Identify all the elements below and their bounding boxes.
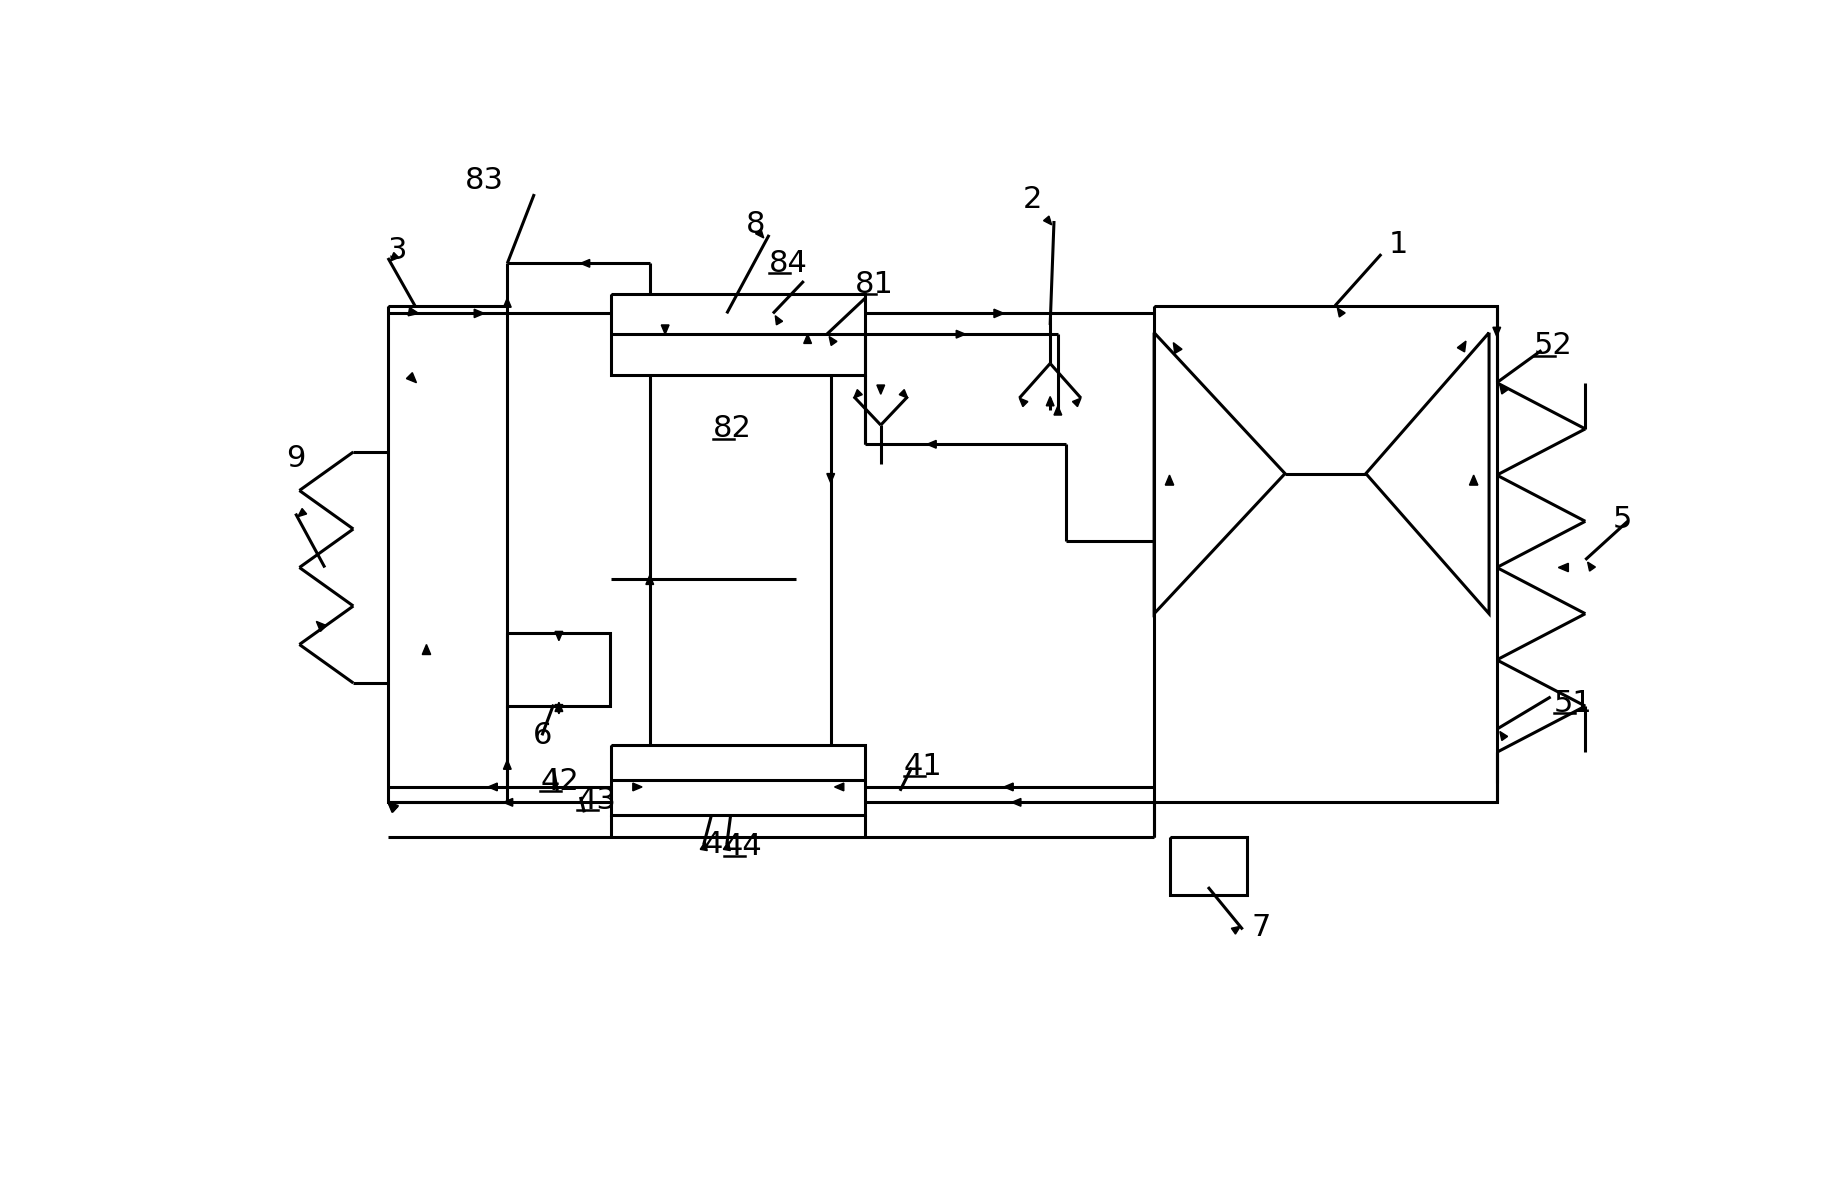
Polygon shape bbox=[422, 644, 431, 654]
Text: 1: 1 bbox=[1389, 229, 1407, 258]
Polygon shape bbox=[633, 784, 642, 791]
Text: 52: 52 bbox=[1534, 331, 1573, 360]
Text: 9: 9 bbox=[286, 444, 306, 473]
Polygon shape bbox=[995, 310, 1004, 318]
Polygon shape bbox=[829, 336, 837, 346]
Polygon shape bbox=[1338, 308, 1345, 317]
Text: 8: 8 bbox=[747, 210, 765, 239]
Text: 5: 5 bbox=[1613, 505, 1631, 534]
Polygon shape bbox=[503, 298, 512, 307]
Polygon shape bbox=[1587, 562, 1595, 571]
Polygon shape bbox=[835, 784, 844, 791]
Text: 41: 41 bbox=[905, 751, 943, 781]
Polygon shape bbox=[1457, 341, 1466, 352]
Text: 4: 4 bbox=[703, 830, 723, 859]
Polygon shape bbox=[1558, 563, 1569, 571]
Polygon shape bbox=[1011, 798, 1020, 806]
Polygon shape bbox=[406, 373, 417, 383]
Polygon shape bbox=[853, 390, 862, 398]
Polygon shape bbox=[1072, 398, 1081, 407]
Text: 84: 84 bbox=[769, 248, 807, 278]
Polygon shape bbox=[756, 229, 763, 238]
Polygon shape bbox=[391, 252, 398, 262]
Text: 42: 42 bbox=[541, 767, 580, 796]
Polygon shape bbox=[1494, 328, 1501, 336]
Text: 6: 6 bbox=[532, 721, 552, 750]
Polygon shape bbox=[646, 575, 653, 584]
Text: 2: 2 bbox=[1024, 185, 1042, 214]
Polygon shape bbox=[387, 803, 398, 812]
Polygon shape bbox=[580, 259, 589, 268]
Polygon shape bbox=[661, 325, 670, 334]
Text: 44: 44 bbox=[723, 832, 762, 860]
Polygon shape bbox=[1053, 406, 1062, 415]
Polygon shape bbox=[723, 841, 730, 851]
Polygon shape bbox=[828, 474, 835, 482]
Polygon shape bbox=[1046, 396, 1053, 406]
Text: 3: 3 bbox=[387, 235, 407, 265]
Polygon shape bbox=[956, 330, 965, 338]
Polygon shape bbox=[1044, 216, 1051, 224]
Text: 81: 81 bbox=[855, 270, 894, 299]
Polygon shape bbox=[407, 307, 418, 316]
Polygon shape bbox=[316, 622, 327, 631]
Text: 7: 7 bbox=[1251, 913, 1272, 942]
Polygon shape bbox=[1499, 732, 1508, 740]
Polygon shape bbox=[1231, 926, 1240, 934]
Polygon shape bbox=[899, 390, 908, 398]
Polygon shape bbox=[1165, 475, 1174, 485]
Text: 82: 82 bbox=[714, 414, 752, 443]
Text: 51: 51 bbox=[1554, 689, 1593, 718]
Text: 43: 43 bbox=[578, 786, 617, 815]
Polygon shape bbox=[1173, 343, 1182, 354]
Polygon shape bbox=[774, 316, 782, 325]
Polygon shape bbox=[927, 440, 936, 448]
Polygon shape bbox=[473, 310, 484, 318]
Text: 83: 83 bbox=[464, 167, 505, 196]
Polygon shape bbox=[554, 702, 563, 712]
Polygon shape bbox=[1004, 784, 1013, 791]
Polygon shape bbox=[1499, 385, 1508, 394]
Polygon shape bbox=[387, 803, 398, 812]
Polygon shape bbox=[1470, 475, 1477, 485]
Polygon shape bbox=[503, 760, 512, 769]
Polygon shape bbox=[297, 509, 306, 517]
Polygon shape bbox=[1020, 398, 1028, 407]
Polygon shape bbox=[488, 784, 497, 791]
Polygon shape bbox=[701, 841, 706, 851]
Polygon shape bbox=[804, 334, 811, 343]
Polygon shape bbox=[554, 631, 563, 641]
Polygon shape bbox=[554, 704, 563, 714]
Polygon shape bbox=[877, 385, 884, 395]
Polygon shape bbox=[503, 798, 512, 806]
